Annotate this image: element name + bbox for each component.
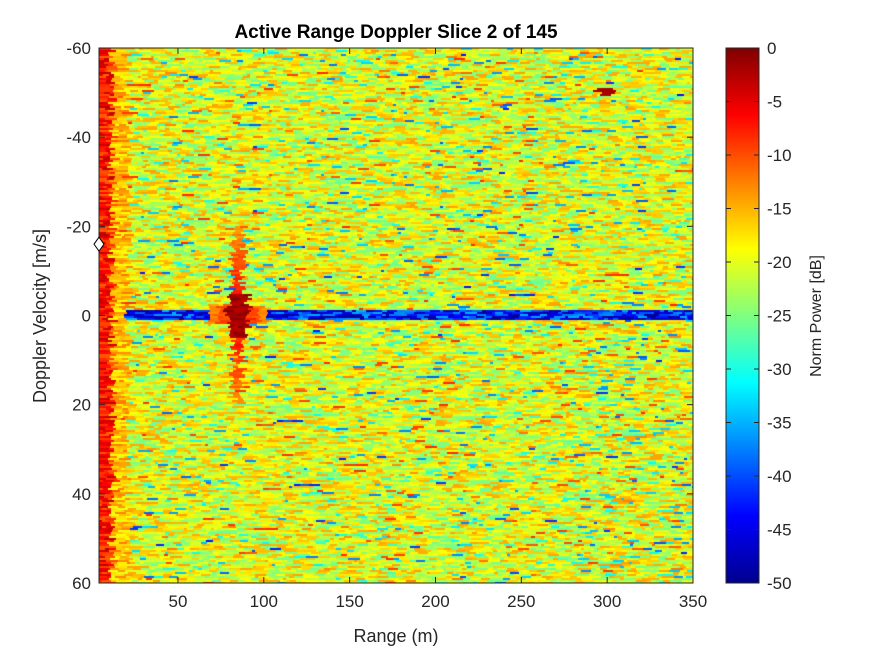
y-tick-label: -40 xyxy=(66,128,91,147)
x-tick-label: 300 xyxy=(593,592,621,611)
y-tick-label: 20 xyxy=(72,396,91,415)
colorbar-tick-label: -50 xyxy=(767,574,792,593)
colorbar-tick-label: -20 xyxy=(767,253,792,272)
y-tick-label: 40 xyxy=(72,485,91,504)
x-axis-label: Range (m) xyxy=(353,626,438,646)
y-axis-ticks: -60 -40 -20 0 20 40 60 xyxy=(66,39,693,593)
diamond-marker xyxy=(93,236,105,253)
colorbar-tick-label: 0 xyxy=(767,39,776,58)
colorbar-tick-label: -15 xyxy=(767,200,792,219)
y-tick-label: -20 xyxy=(66,217,91,236)
x-tick-label: 350 xyxy=(679,592,707,611)
colorbar-label: Norm Power [dB] xyxy=(808,255,825,377)
marker-shape xyxy=(93,236,105,253)
y-tick-label: 60 xyxy=(72,574,91,593)
colorbar-ticks: 0 -5 -10 -15 -20 -25 -30 -35 -40 -45 -50 xyxy=(726,39,792,593)
colorbar-tick-label: -30 xyxy=(767,360,792,379)
heatmap xyxy=(99,48,693,583)
colorbar-tick-label: -45 xyxy=(767,521,792,540)
colorbar-tick-label: -40 xyxy=(767,467,792,486)
x-tick-label: 150 xyxy=(335,592,363,611)
y-tick-label: -60 xyxy=(66,39,91,58)
colorbar-tick-label: -10 xyxy=(767,146,792,165)
colorbar-tick-label: -35 xyxy=(767,414,792,433)
heatmap-canvas xyxy=(99,48,693,583)
chart-title: Active Range Doppler Slice 2 of 145 xyxy=(234,22,558,43)
x-tick-label: 250 xyxy=(507,592,535,611)
y-axis-label: Doppler Velocity [m/s] xyxy=(30,229,50,403)
colorbar-tick-label: -25 xyxy=(767,307,792,326)
colorbar xyxy=(725,47,760,584)
y-tick-label: 0 xyxy=(82,307,91,326)
x-tick-label: 50 xyxy=(169,592,188,611)
x-tick-label: 100 xyxy=(250,592,278,611)
colorbar-tick-label: -5 xyxy=(767,93,782,112)
x-axis-ticks: 50 100 150 200 250 300 350 xyxy=(169,48,707,611)
x-tick-label: 200 xyxy=(421,592,449,611)
